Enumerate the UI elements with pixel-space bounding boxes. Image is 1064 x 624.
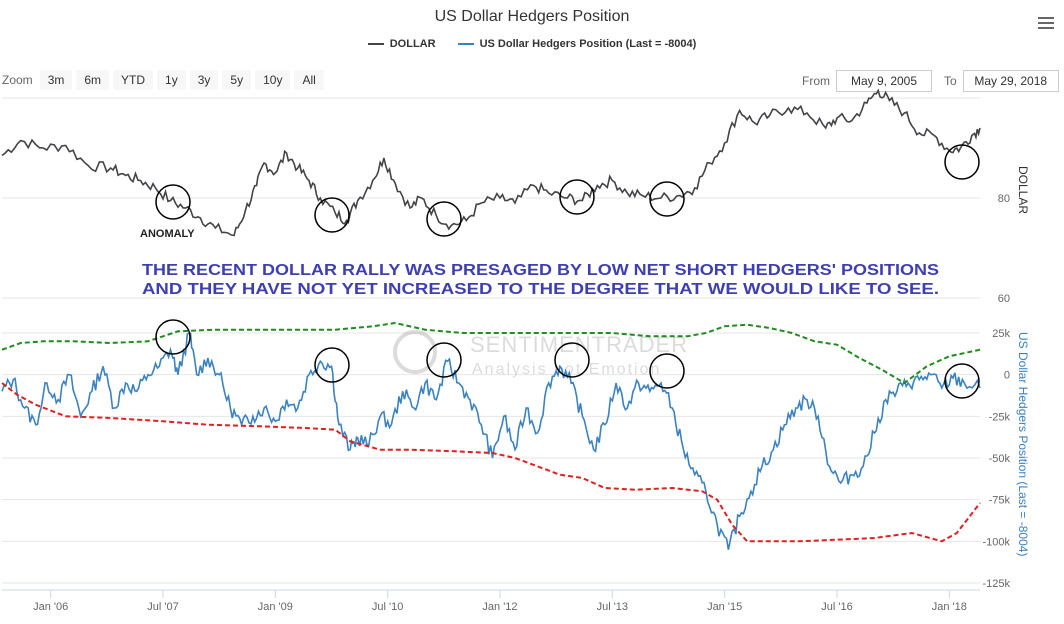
zoom-label: Zoom: [2, 73, 33, 87]
annotation-circle-8: [314, 347, 350, 383]
zoom-3y-button[interactable]: 3y: [189, 70, 219, 90]
x-tick-label-1: Jul '07: [147, 601, 178, 613]
lower-series-line-1: [1, 321, 981, 385]
x-axis: Jan '06 Jul '07 Jan '09 Jul '10 Jan '12 Jul '…: [2, 589, 980, 613]
x-tick-label-0: Jan '06: [33, 601, 68, 613]
legend-label-dollar: DOLLAR: [389, 38, 436, 50]
zoom-ytd-button[interactable]: YTD: [113, 70, 154, 90]
message-line-2: AND THEY HAVE NOT YET INCREASED TO THE D…: [142, 281, 939, 298]
lower-y-axis: 25k 0 -25k -50k -75k -100k -125k: [982, 328, 1010, 590]
x-tick-label-6: Jan '15: [707, 601, 742, 613]
menu-icon[interactable]: [1038, 17, 1054, 32]
range-to-label: To: [944, 74, 957, 88]
range-to-input[interactable]: [962, 70, 1059, 92]
x-tick-label-5: Jul '13: [597, 601, 628, 613]
watermark: SENTIMENTRADER Analysis not Emotion: [393, 330, 687, 378]
lower-series: [1, 321, 981, 550]
zoom-6m-button[interactable]: 6m: [76, 70, 110, 90]
legend-swatch-hedgers: [457, 43, 474, 45]
zoom-all-button[interactable]: All: [294, 70, 324, 90]
range-from-input[interactable]: [836, 70, 932, 92]
range-from: From: [802, 70, 932, 92]
upper-series-line-0: [1, 88, 981, 237]
legend: DOLLAR US Dollar Hedgers Position (Last …: [0, 38, 1064, 50]
lower-y-tick-label-0: 25k: [992, 328, 1010, 340]
legend-label-hedgers: US Dollar Hedgers Position (Last = -8004…: [479, 38, 697, 50]
x-tick-label-2: Jan '09: [258, 601, 293, 613]
annotation-circle-10: [554, 342, 590, 378]
chart-title: US Dollar Hedgers Position: [434, 8, 630, 25]
annotation-circle-5: [649, 181, 685, 217]
annotation-circle-9: [426, 342, 462, 378]
watermark-logo-icon: [393, 330, 437, 374]
annotation-circle-11: [649, 353, 685, 389]
upper-y-axis: 60 80: [998, 193, 1010, 305]
x-tick-label-4: Jan '12: [482, 601, 517, 613]
annotation-circle-3: [426, 201, 462, 237]
zoom-10y-button[interactable]: 10y: [255, 70, 291, 90]
annotation-circle-7: [155, 319, 191, 355]
zoom-bar: Zoom 3m 6m YTD 1y 3y 5y 10y All: [2, 70, 324, 90]
zoom-3m-button[interactable]: 3m: [39, 70, 73, 90]
lower-series-line-2: [1, 382, 981, 543]
upper-y-tick-label-1: 80: [998, 193, 1010, 205]
lower-y-axis-label: US Dollar Hedgers Position (Last = -8004…: [1016, 332, 1030, 556]
legend-item-dollar[interactable]: DOLLAR: [367, 38, 436, 50]
x-tick-label-8: Jan '18: [932, 601, 967, 613]
upper-y-axis-label: DOLLAR: [1016, 166, 1030, 214]
x-tick-label-3: Jul '10: [372, 601, 403, 613]
lower-y-tick-label-2: -25k: [989, 411, 1011, 423]
range-from-label: From: [802, 74, 830, 88]
annotation-circle-6: [944, 144, 980, 180]
anomaly-label: ANOMALY: [140, 228, 195, 240]
lower-y-tick-label-5: -100k: [982, 536, 1010, 548]
annotation-circles: [155, 144, 980, 399]
annotation-circle-12: [944, 363, 980, 399]
message-line-1: THE RECENT DOLLAR RALLY WAS PRESAGED BY …: [142, 262, 939, 279]
annotation-circle-1: [155, 184, 191, 220]
range-to: To: [944, 70, 1059, 92]
lower-y-tick-label-1: 0: [1004, 370, 1010, 382]
upper-series: [1, 88, 981, 237]
upper-y-tick-label-0: 60: [998, 293, 1010, 305]
legend-item-hedgers[interactable]: US Dollar Hedgers Position (Last = -8004…: [457, 38, 697, 50]
annotation-circle-2: [314, 197, 350, 233]
lower-y-tick-label-3: -50k: [989, 453, 1011, 465]
legend-swatch-dollar: [367, 43, 384, 45]
annotation-circle-4: [559, 179, 595, 215]
zoom-1y-button[interactable]: 1y: [157, 70, 186, 90]
zoom-5y-button[interactable]: 5y: [222, 70, 252, 90]
lower-y-tick-label-4: -75k: [989, 495, 1011, 507]
lower-y-tick-label-6: -125k: [982, 578, 1010, 590]
x-tick-label-7: Jul '16: [821, 601, 852, 613]
